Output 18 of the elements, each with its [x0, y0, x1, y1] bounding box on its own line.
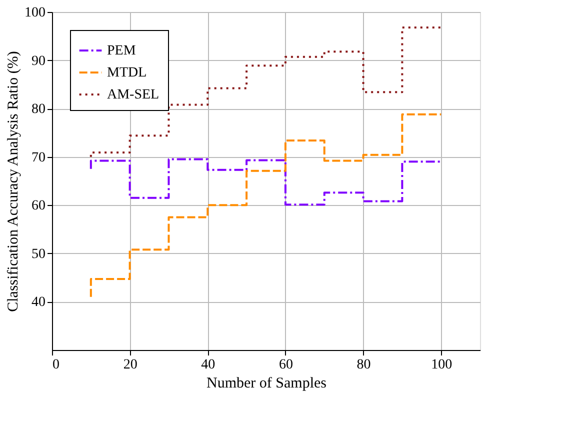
y-tick-label: 50: [32, 246, 46, 262]
y-tick-label: 40: [32, 295, 46, 310]
x-tick-label: 60: [278, 358, 293, 372]
legend-label: MTDL: [107, 66, 147, 80]
y-tick-label: 100: [24, 6, 46, 20]
x-tick-label: 20: [123, 358, 138, 372]
x-tick-label: 100: [431, 358, 452, 372]
x-axis-title: Number of Samples: [206, 376, 327, 392]
x-tick-label: 0: [52, 358, 60, 372]
x-tick-label: 40: [201, 358, 216, 372]
legend-label: AM-SEL: [107, 88, 160, 102]
y-tick-label: 80: [32, 102, 46, 118]
y-tick-label: 90: [32, 54, 46, 69]
legend-label: PEM: [107, 44, 136, 58]
x-tick-label: 80: [356, 358, 371, 372]
y-tick-label: 60: [32, 198, 46, 214]
y-tick-label: 70: [32, 150, 46, 166]
y-axis-title: Classification Accuracy Analysis Ratio (%): [6, 51, 22, 312]
